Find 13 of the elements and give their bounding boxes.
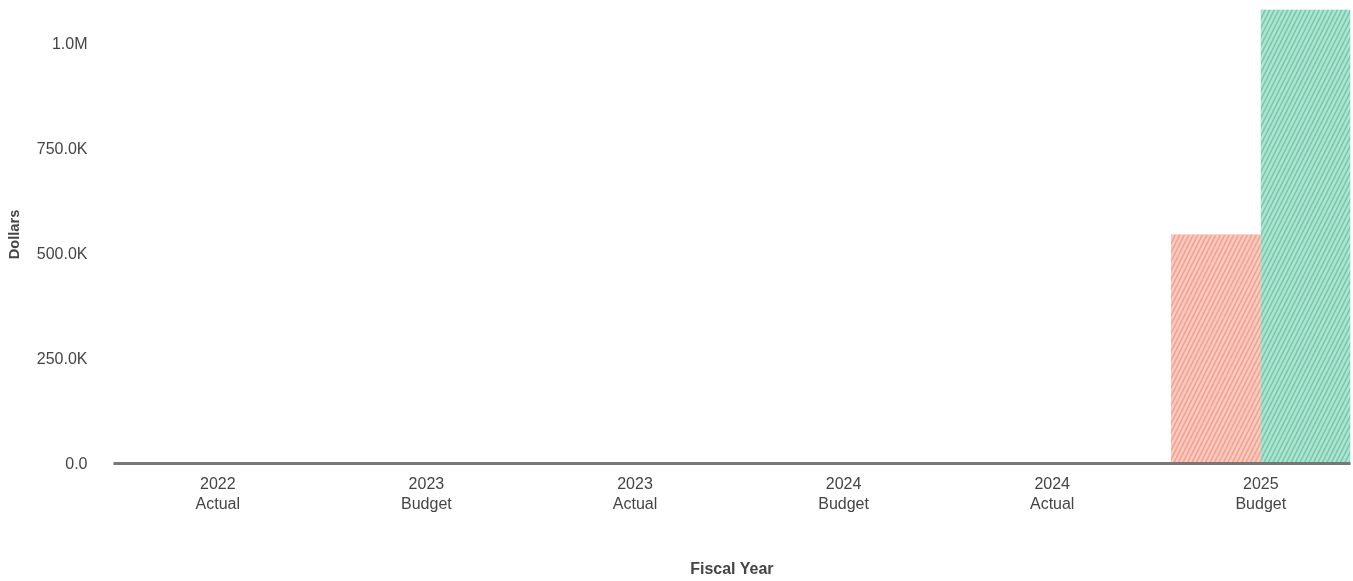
y-tick-label: 0.0 [65,455,88,472]
x-axis-title: Fiscal Year [690,559,774,577]
x-tick-label: 2024 Actual [1029,474,1075,512]
x-tick-label: 2022 Actual [195,474,241,512]
x-tick-label: 2025 Budget [1235,474,1287,512]
y-tick-label: 1.0M [51,34,88,52]
y-tick-label: 250.0K [36,349,88,367]
x-tick-label: 2023 Actual [612,474,658,512]
y-axis-title: Dollars [5,209,22,260]
x-tick-label: 2023 Budget [401,474,453,512]
y-tick-label: 750.0K [36,139,88,157]
x-tick-label: 2024 Budget [818,474,870,512]
y-tick-label: 500.0K [36,244,88,262]
